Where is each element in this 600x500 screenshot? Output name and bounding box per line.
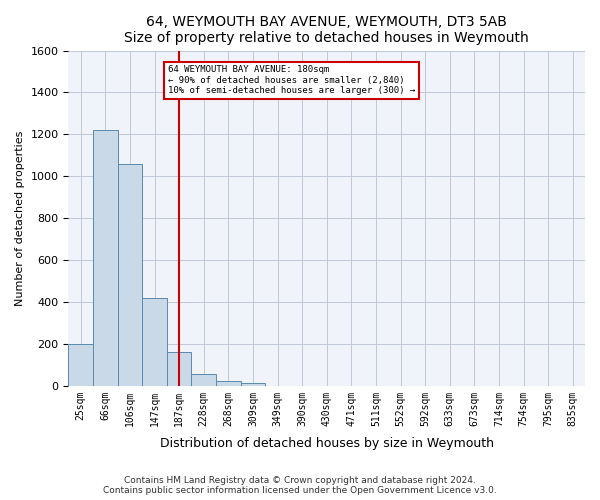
Title: 64, WEYMOUTH BAY AVENUE, WEYMOUTH, DT3 5AB
Size of property relative to detached: 64, WEYMOUTH BAY AVENUE, WEYMOUTH, DT3 5… xyxy=(124,15,529,45)
Text: 64 WEYMOUTH BAY AVENUE: 180sqm
← 90% of detached houses are smaller (2,840)
10% : 64 WEYMOUTH BAY AVENUE: 180sqm ← 90% of … xyxy=(168,65,415,95)
Text: Contains HM Land Registry data © Crown copyright and database right 2024.
Contai: Contains HM Land Registry data © Crown c… xyxy=(103,476,497,495)
Bar xyxy=(118,164,142,386)
Y-axis label: Number of detached properties: Number of detached properties xyxy=(15,130,25,306)
Bar xyxy=(93,130,118,386)
Bar xyxy=(142,298,167,386)
Bar xyxy=(216,380,241,386)
Bar xyxy=(191,374,216,386)
Bar xyxy=(241,382,265,386)
Bar xyxy=(68,344,93,386)
X-axis label: Distribution of detached houses by size in Weymouth: Distribution of detached houses by size … xyxy=(160,437,494,450)
Bar xyxy=(167,352,191,386)
